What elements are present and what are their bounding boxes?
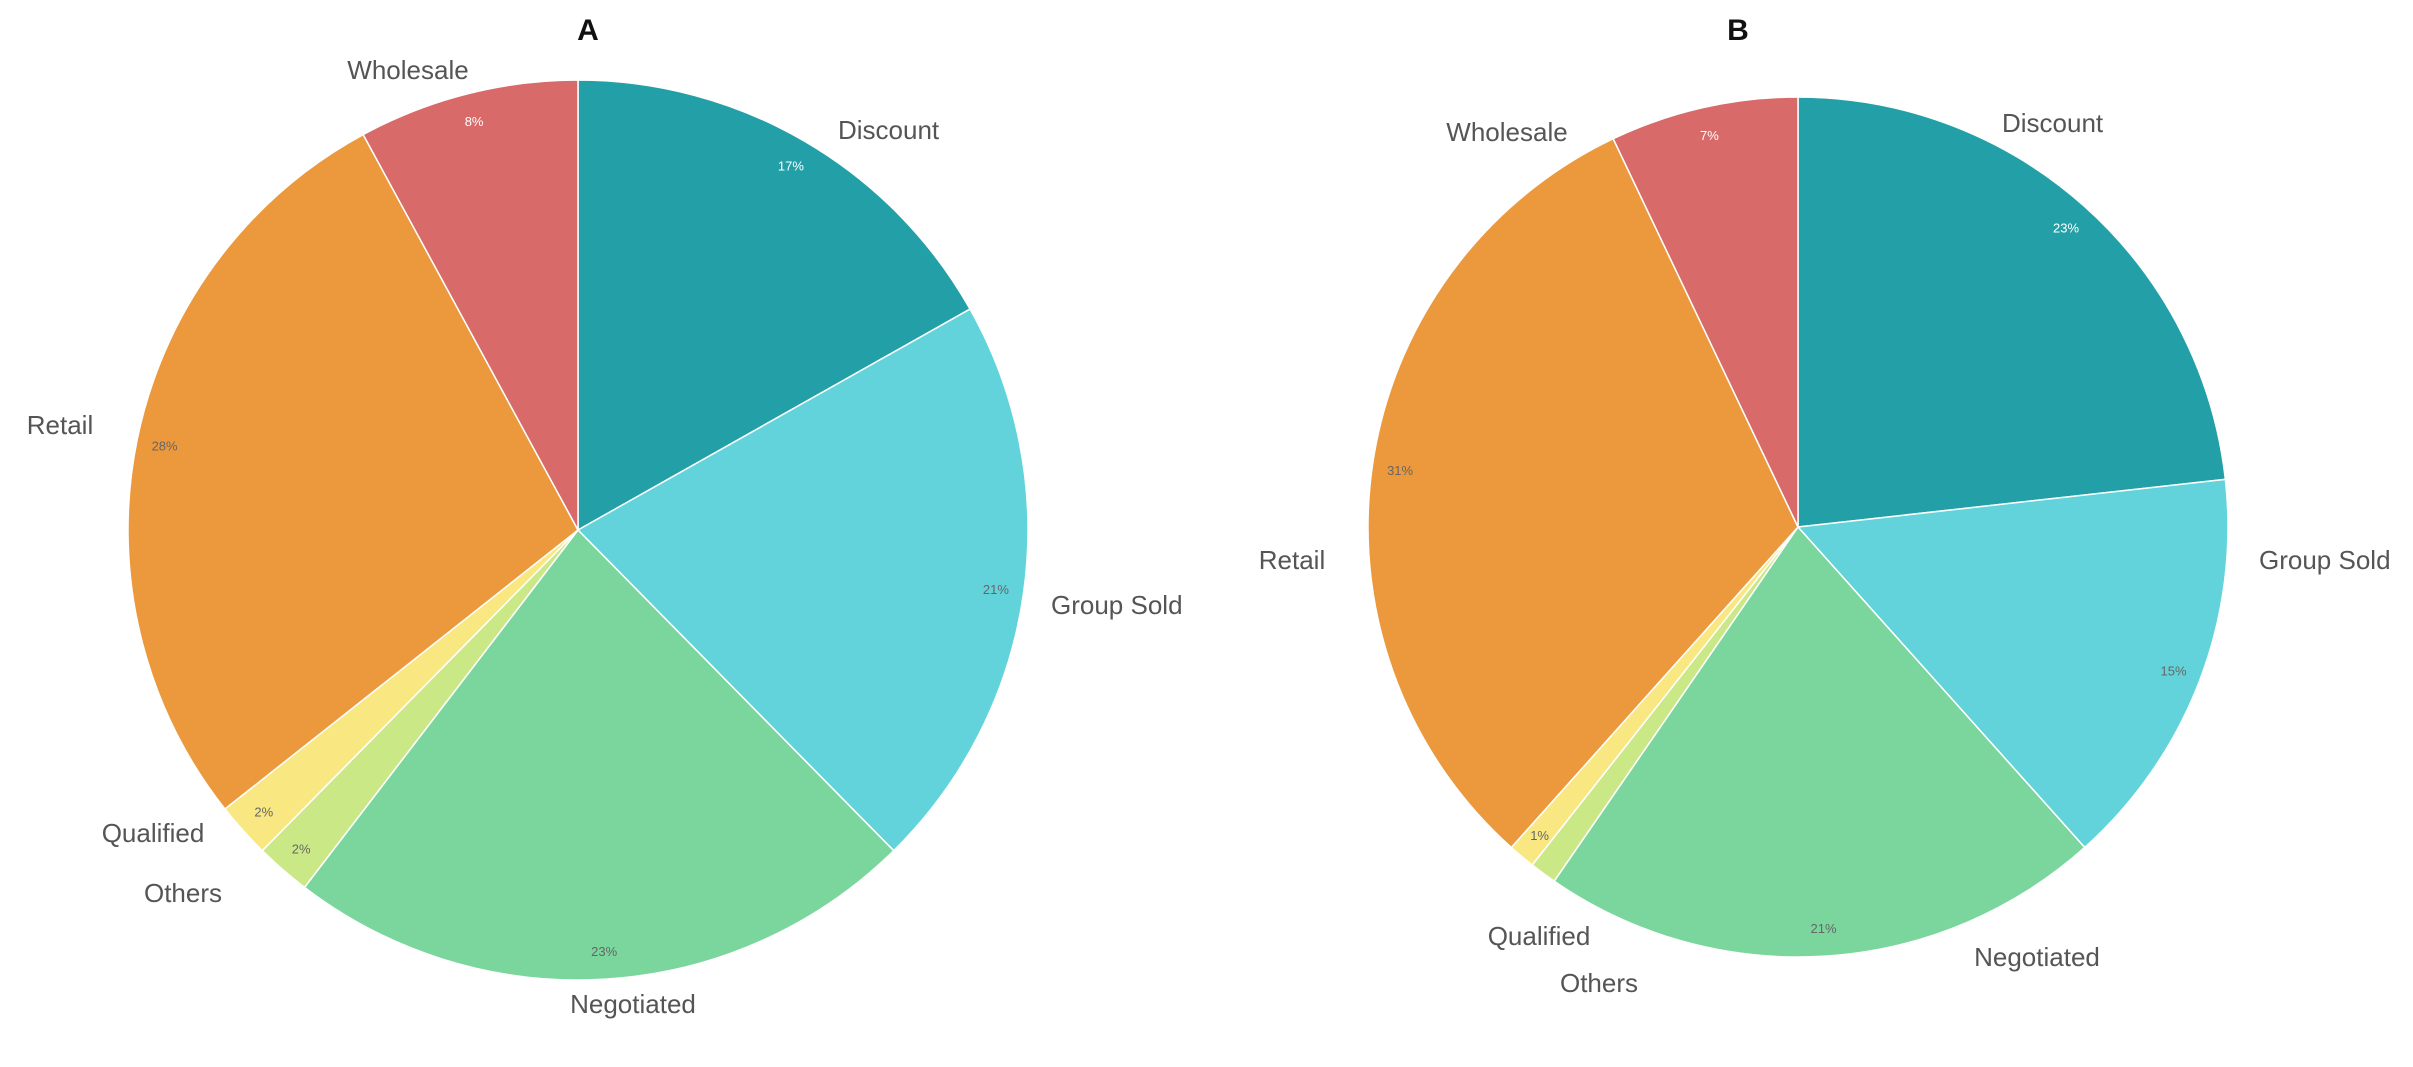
pie-b-label-qualified: Qualified: [1488, 921, 1591, 951]
pie-b-slice-discount: [1797, 96, 2227, 528]
pie-b-label-wholesale: Wholesale: [1446, 117, 1567, 147]
pie-b-label-others: Others: [1560, 968, 1638, 998]
pie-b-percent-group-sold: 15%: [2160, 664, 2186, 679]
pie-b-slice-group-sold: [1796, 478, 2229, 849]
pie-a-label-wholesale: Wholesale: [347, 55, 468, 85]
pie-a-percent-others: 2%: [292, 842, 311, 857]
pie-b-percent-labels: 23% 15% 21% 1% 31% 7%: [1387, 128, 2187, 936]
pie-b-percent-negotiated: 21%: [1810, 921, 1836, 936]
pie-a-slice-retail: [127, 133, 579, 811]
pie-b-slice-wholesale: [1612, 96, 1799, 528]
pie-b-percent-retail: 31%: [1387, 463, 1413, 478]
pie-b-percent-qualified: 1%: [1530, 828, 1549, 843]
pie-a-percent-wholesale: 8%: [465, 114, 484, 129]
pie-b-label-group-sold: Group Sold: [2259, 545, 2391, 575]
pie-chart-b: B 23% 15% 21% 1% 31% 7% Discount Group Sold Neg…: [1259, 14, 2391, 998]
pie-b-slice-negotiated: [1553, 525, 2086, 958]
pie-b-percent-discount: 23%: [2053, 220, 2079, 235]
pie-a-slice-wholesale: [362, 79, 579, 531]
pie-a-percent-discount: 17%: [778, 159, 804, 174]
pie-b-slices: [1367, 96, 2229, 958]
pie-a-percent-group-sold: 21%: [983, 582, 1009, 597]
pie-b-category-labels: Discount Group Sold Negotiated Others Qualif…: [1259, 108, 2391, 998]
pie-b-slice-retail: [1367, 137, 1799, 849]
pie-a-category-labels: Discount Group Sold Negotiated Others Qualif…: [27, 55, 1183, 1019]
chart-title-b: B: [1727, 14, 1749, 47]
pie-a-slice-group-sold: [576, 308, 1029, 852]
pie-a-percent-qualified: 2%: [254, 805, 273, 820]
pie-chart-a: A 17% 21% 23% 2% 2% 28% 8% Discount Group Sold N…: [27, 14, 1183, 1019]
pie-a-slice-discount: [577, 79, 972, 532]
pie-a-label-negotiated: Negotiated: [570, 989, 696, 1019]
pie-a-slice-negotiated: [303, 528, 895, 981]
chart-title-a: A: [577, 14, 599, 47]
pie-a-percent-negotiated: 23%: [591, 944, 617, 959]
pie-a-slices: [127, 79, 1029, 981]
pie-b-percent-wholesale: 7%: [1700, 128, 1719, 143]
pie-a-label-retail: Retail: [27, 410, 93, 440]
pie-b-label-retail: Retail: [1259, 545, 1325, 575]
pie-a-label-group-sold: Group Sold: [1051, 590, 1183, 620]
pie-a-label-qualified: Qualified: [102, 818, 205, 848]
pie-a-label-others: Others: [144, 878, 222, 908]
pie-a-percent-labels: 17% 21% 23% 2% 2% 28% 8%: [152, 114, 1010, 959]
pie-b-label-discount: Discount: [2002, 108, 2104, 138]
pie-a-percent-retail: 28%: [152, 438, 178, 453]
pie-a-label-discount: Discount: [838, 115, 940, 145]
pie-b-label-negotiated: Negotiated: [1974, 942, 2100, 972]
